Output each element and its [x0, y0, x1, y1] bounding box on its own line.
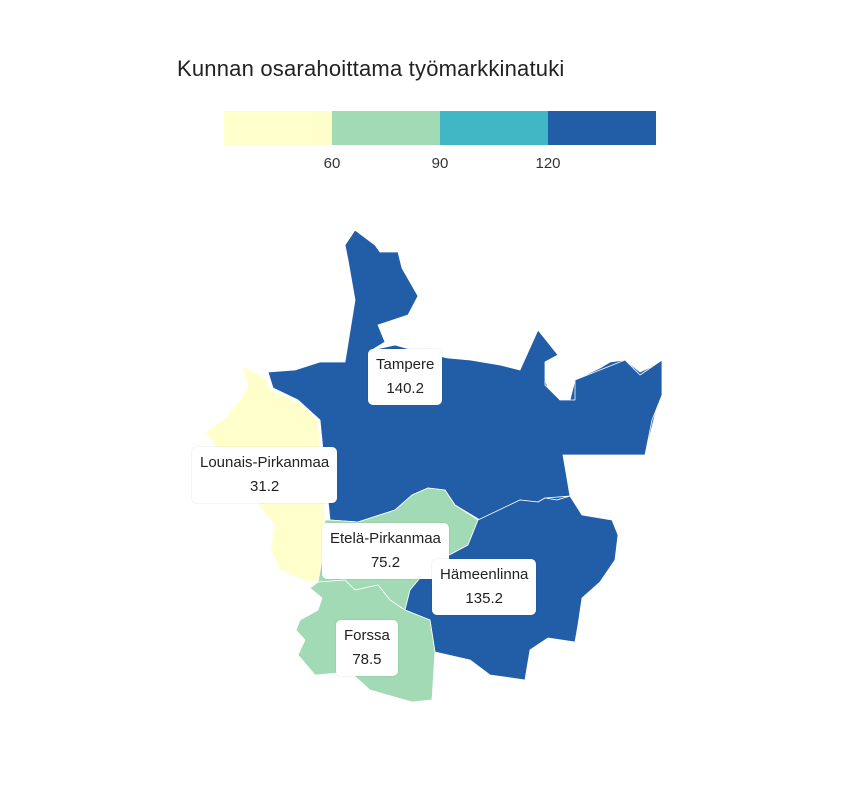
label-etela-pirkanmaa: Etelä-Pirkanmaa 75.2 [322, 523, 449, 579]
region-value: 140.2 [386, 380, 424, 397]
legend-tick-label: 120 [535, 155, 561, 172]
legend-tick-label: 90 [431, 155, 449, 172]
region-tampere-main[interactable] [267, 229, 663, 523]
region-name: Etelä-Pirkanmaa [330, 530, 441, 547]
region-value: 78.5 [352, 651, 382, 668]
map-title: Kunnan osarahoittama työmarkkinatuki [177, 56, 565, 81]
region-value: 135.2 [465, 590, 503, 607]
region-value: 31.2 [250, 478, 280, 495]
label-hameenlinna: Hämeenlinna 135.2 [432, 559, 537, 615]
legend-swatch-3 [440, 111, 548, 145]
legend-swatch-2 [332, 111, 440, 145]
label-forssa: Forssa 78.5 [336, 620, 398, 676]
color-legend: 60 90 120 [224, 111, 656, 172]
label-tampere: Tampere 140.2 [368, 349, 443, 405]
legend-swatch-1 [224, 111, 332, 145]
region-value: 75.2 [370, 554, 401, 571]
legend-tick-label: 60 [323, 155, 341, 172]
region-name: Lounais-Pirkanmaa [200, 454, 330, 471]
legend-swatch-4 [548, 111, 656, 145]
region-name: Tampere [376, 356, 435, 373]
region-name: Hämeenlinna [440, 566, 529, 583]
region-name: Forssa [344, 627, 390, 644]
label-lounais-pirkanmaa: Lounais-Pirkanmaa 31.2 [192, 447, 338, 503]
